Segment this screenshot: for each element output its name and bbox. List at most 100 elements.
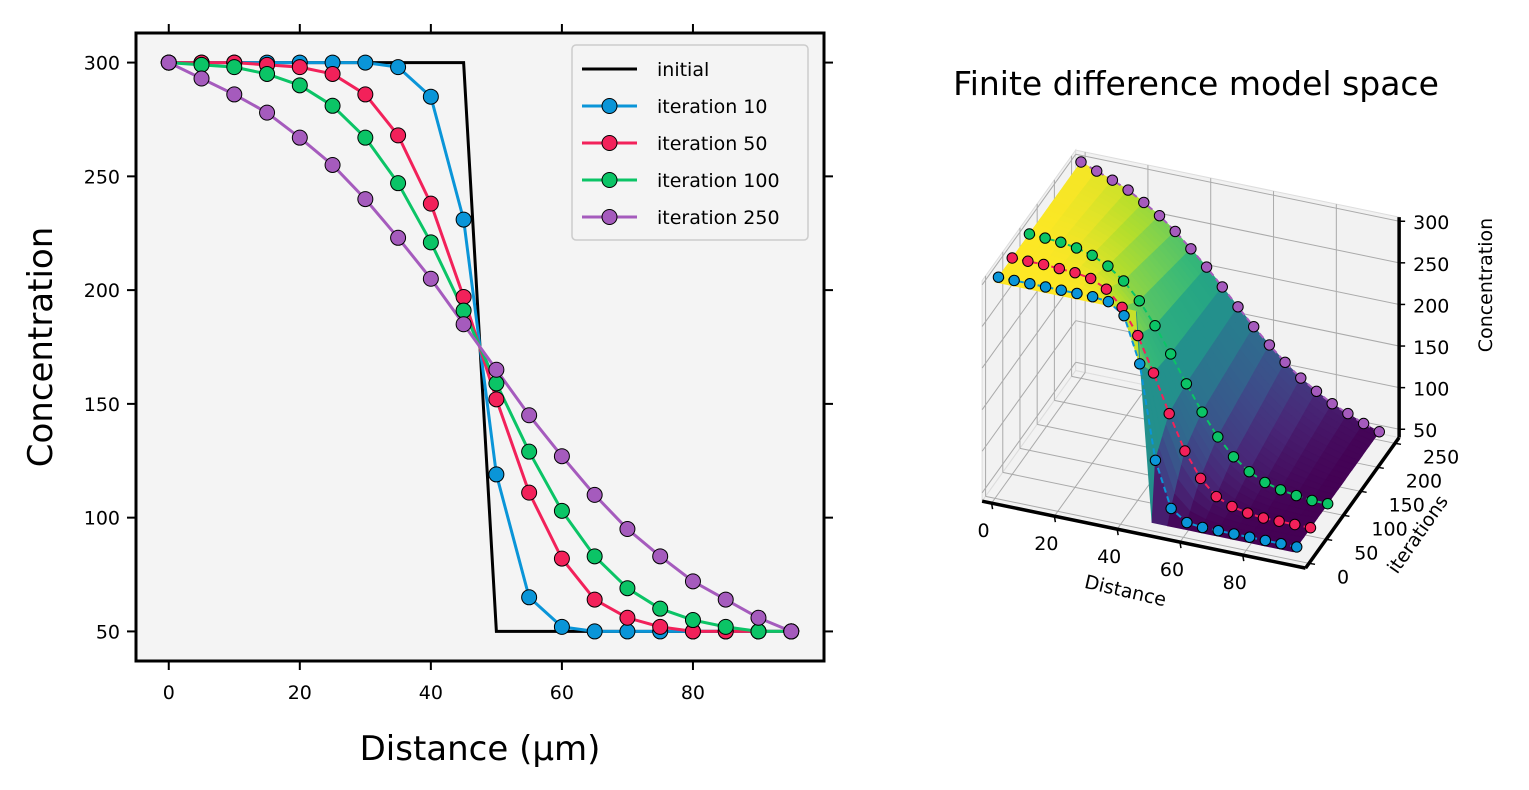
data-point xyxy=(455,302,472,319)
data-point xyxy=(422,88,439,105)
data-point-3d xyxy=(1091,165,1103,177)
data-point-3d xyxy=(1180,378,1193,390)
data-point-3d xyxy=(1106,174,1119,186)
data-point-3d xyxy=(1289,518,1301,531)
y-axis-ticks: 50 100 150 200 250 300 xyxy=(84,53,833,643)
data-point-3d xyxy=(1226,500,1238,513)
data-point xyxy=(390,59,407,76)
data-point xyxy=(553,550,570,567)
data-point-3d xyxy=(1055,236,1067,248)
data-point-3d xyxy=(1024,278,1036,290)
y-tick-mark-3d xyxy=(1377,466,1384,470)
data-point-3d xyxy=(1102,295,1115,308)
y-axis-label: Concentration xyxy=(21,227,61,468)
y-tick-mark-3d xyxy=(1360,490,1367,494)
data-point-3d xyxy=(1102,260,1114,272)
data-point xyxy=(553,618,570,635)
y-tick-label: 50 xyxy=(96,621,120,643)
grid-line xyxy=(981,320,1077,452)
z-axis-label-3d: Concentration xyxy=(1475,218,1497,352)
x-tick-mark-3d xyxy=(1242,554,1245,562)
data-point-3d xyxy=(1055,284,1067,296)
data-point-3d xyxy=(1118,309,1130,322)
data-point-3d xyxy=(1053,262,1066,275)
legend-entry: iteration 250 xyxy=(582,207,780,229)
y-tick-mark-3d xyxy=(1343,514,1350,518)
data-point xyxy=(586,548,603,565)
data-point-3d xyxy=(1132,329,1144,342)
legend-marker xyxy=(601,135,618,151)
x-axis-label-3d: Distance xyxy=(1082,571,1168,611)
data-point xyxy=(586,591,603,608)
data-point-3d xyxy=(1153,209,1166,222)
plot-frame xyxy=(134,31,826,663)
data-point-3d xyxy=(1196,406,1208,418)
data-point xyxy=(324,156,341,173)
x-axis-label: Distance (μm) xyxy=(360,729,601,769)
x-tick-label: 60 xyxy=(550,682,574,704)
grid-line xyxy=(1075,153,1400,222)
concentration-profile-plot: 0 20 40 60 80 50 100 150 200 250 300 Distance (μm… xyxy=(21,24,833,769)
data-point-3d xyxy=(1279,356,1291,369)
data-point-3d xyxy=(1069,266,1081,279)
data-point xyxy=(652,600,669,617)
data-point-3d xyxy=(1248,321,1260,333)
data-point-3d xyxy=(1275,538,1287,550)
y-tick-label: 150 xyxy=(84,394,120,416)
data-point-3d xyxy=(1216,281,1229,293)
data-point xyxy=(357,129,374,146)
data-point-3d xyxy=(1149,320,1161,332)
legend-label: initial xyxy=(657,59,709,81)
x-axis-ticks: 0 20 40 60 80 xyxy=(163,24,705,704)
legend-entry: iteration 10 xyxy=(582,96,767,118)
y-tick-label-3d: 100 xyxy=(1371,518,1407,540)
data-point-3d xyxy=(1071,287,1083,300)
data-point xyxy=(455,288,472,305)
data-point xyxy=(324,65,341,82)
data-point xyxy=(488,466,505,483)
data-point-3d xyxy=(1210,490,1223,503)
z-tick-label-3d: 250 xyxy=(1413,254,1449,276)
data-point xyxy=(390,229,407,246)
data-point-3d xyxy=(1243,465,1255,478)
data-point-3d xyxy=(1165,502,1177,515)
legend: initial iteration 10 iteration 50 iteration… xyxy=(571,44,809,241)
data-point-3d xyxy=(1181,516,1193,529)
data-point xyxy=(619,623,636,640)
data-point-3d xyxy=(1310,385,1323,397)
data-point-3d xyxy=(1075,156,1087,168)
chart-title: Finite difference model space xyxy=(953,64,1439,103)
data-point xyxy=(521,443,538,460)
data-point-3d xyxy=(1326,397,1338,410)
iteration-line-3d xyxy=(1080,161,1380,433)
data-point xyxy=(357,191,374,208)
data-point-3d xyxy=(1037,258,1050,271)
data-point-3d xyxy=(1138,196,1150,209)
iteration-markers xyxy=(992,156,1386,553)
data-point xyxy=(226,59,243,76)
data-point-3d xyxy=(1085,272,1097,285)
data-point xyxy=(521,407,538,424)
data-point xyxy=(488,375,505,392)
data-point-3d xyxy=(1304,522,1317,534)
data-point xyxy=(291,129,308,146)
data-point xyxy=(193,56,210,73)
x-tick-label-3d: 60 xyxy=(1160,559,1184,581)
data-point-3d xyxy=(1134,358,1146,370)
data-point-3d xyxy=(1295,372,1307,384)
data-point xyxy=(521,484,538,501)
x-tick-label-3d: 20 xyxy=(1034,533,1058,555)
grid-line xyxy=(981,361,1077,494)
data-point-3d xyxy=(1117,275,1130,287)
data-point xyxy=(652,548,669,565)
data-point-3d xyxy=(1086,249,1098,262)
z-tick-label-3d: 150 xyxy=(1413,337,1449,359)
x-tick-label: 40 xyxy=(419,682,443,704)
grid-line xyxy=(1053,385,1149,517)
data-point xyxy=(455,316,472,333)
x-tick-mark-3d xyxy=(990,502,994,510)
data-point xyxy=(193,70,210,87)
data-point-3d xyxy=(1227,451,1240,463)
data-point-3d xyxy=(1291,541,1303,553)
data-point xyxy=(488,361,505,378)
